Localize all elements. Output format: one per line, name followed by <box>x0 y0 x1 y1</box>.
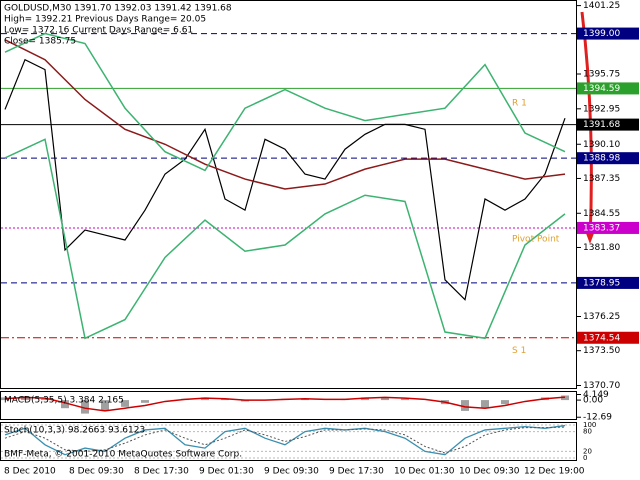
x-tick-label: 8 Dec 17:30 <box>134 467 189 477</box>
level-label-box <box>577 27 639 40</box>
header-text: Close= 1385.75 <box>4 37 76 47</box>
level-annotation: R 1 <box>512 99 527 109</box>
price-line <box>4 58 566 301</box>
y-tick-label: 1376.25 <box>583 312 620 322</box>
level-label: 1399.00 <box>583 29 620 39</box>
y-tick-label: 0 <box>583 454 587 462</box>
copyright: BMF-Meta, © 2001-2010 MetaQuotes Softwar… <box>4 450 242 460</box>
macd-bar <box>461 400 469 411</box>
macd-bar <box>401 398 409 401</box>
header-text: GOLDUSD,M30 1391.70 1392.03 1391.42 1391… <box>4 4 232 14</box>
macd-bar <box>381 397 389 401</box>
macd-frame <box>0 391 577 420</box>
y-tick-label: 1392.95 <box>583 104 620 114</box>
level-label-box <box>577 118 639 131</box>
price-line <box>4 138 566 340</box>
price-line <box>4 32 566 172</box>
y-tick-label: 1387.35 <box>583 174 620 184</box>
y-tick-label: 0.00 <box>583 396 603 406</box>
y-tick-label: 1370.70 <box>583 381 620 391</box>
y-tick-label: -12.69 <box>583 413 612 423</box>
level-label: 1388.98 <box>583 154 620 164</box>
macd-signal <box>4 396 566 412</box>
macd-bar <box>101 400 109 411</box>
level-annotation: Pivot Point <box>512 234 560 244</box>
y-tick-label: 1401.25 <box>583 1 620 11</box>
macd-label: MACD(5,35,5) 3.384 2.165 <box>4 396 124 406</box>
y-tick-label: 1373.50 <box>583 346 620 356</box>
x-tick-label: 10 Dec 09:30 <box>459 467 520 477</box>
macd-bar <box>481 400 489 409</box>
level-label: 1378.95 <box>583 278 620 288</box>
level-label-box <box>577 331 639 344</box>
macd-bar <box>61 400 69 409</box>
level-label-box <box>577 152 639 165</box>
x-tick-label: 9 Dec 01:30 <box>199 467 254 477</box>
y-tick-label: 100 <box>583 421 596 429</box>
y-tick-label: 4.149 <box>583 390 609 400</box>
x-tick-label: 8 Dec 09:30 <box>69 467 124 477</box>
header-text: High= 1392.21 Previous Days Range= 20.05 <box>4 15 206 25</box>
level-annotation: S 1 <box>512 346 526 356</box>
macd-bar <box>501 400 509 405</box>
level-label-box <box>577 276 639 289</box>
price-line <box>4 39 566 190</box>
stoch-frame <box>0 422 577 461</box>
y-tick-label: 1384.55 <box>583 209 620 219</box>
main-frame <box>0 0 577 389</box>
x-tick-label: 10 Dec 01:30 <box>394 467 455 477</box>
y-tick-label: 20 <box>583 447 592 455</box>
level-label: 1391.68 <box>583 120 620 130</box>
stoch-label: Stoch(10,3,3) 98.2663 93.6123 <box>4 426 145 436</box>
macd-bar <box>41 398 49 401</box>
header-text: Low= 1372.16 Current Days Range= 6.61 <box>4 26 193 36</box>
macd-bar <box>141 400 149 403</box>
x-tick-label: 9 Dec 17:30 <box>329 467 384 477</box>
x-tick-label: 8 Dec 2010 <box>4 467 56 477</box>
x-tick-label: 9 Dec 09:30 <box>264 467 319 477</box>
y-tick-label: 1390.10 <box>583 140 620 150</box>
y-tick-label: 1395.75 <box>583 69 620 79</box>
stoch-main <box>4 424 566 456</box>
y-tick-label: 1381.80 <box>583 243 620 253</box>
level-label: 1394.59 <box>583 84 620 94</box>
y-tick-label: 80 <box>583 428 592 436</box>
macd-bar <box>81 400 89 414</box>
level-label-box <box>577 82 639 95</box>
level-label: 1374.54 <box>583 333 620 343</box>
level-label: 1383.37 <box>583 223 620 233</box>
level-label-box <box>577 221 639 234</box>
x-tick-label: 12 Dec 19:00 <box>524 467 585 477</box>
macd-bar <box>121 400 129 407</box>
